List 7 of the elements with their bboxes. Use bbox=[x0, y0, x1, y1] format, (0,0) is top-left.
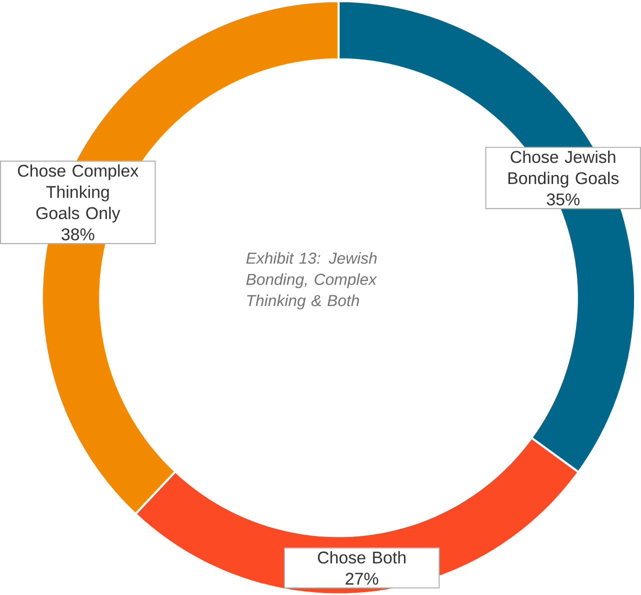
data-label: 35% bbox=[546, 193, 580, 206]
slice-label: Chose Jewish Bonding Goals bbox=[508, 150, 619, 188]
slice-label: Chose Both bbox=[318, 550, 406, 564]
text: Exhibit 13: Jewish Bonding, Complex Thinking & Both bbox=[246, 252, 377, 310]
data-label: 27% bbox=[346, 572, 378, 584]
data-label: 38% bbox=[62, 228, 94, 240]
slice-label: Chose Complex Thinking Goals Only bbox=[18, 164, 138, 222]
